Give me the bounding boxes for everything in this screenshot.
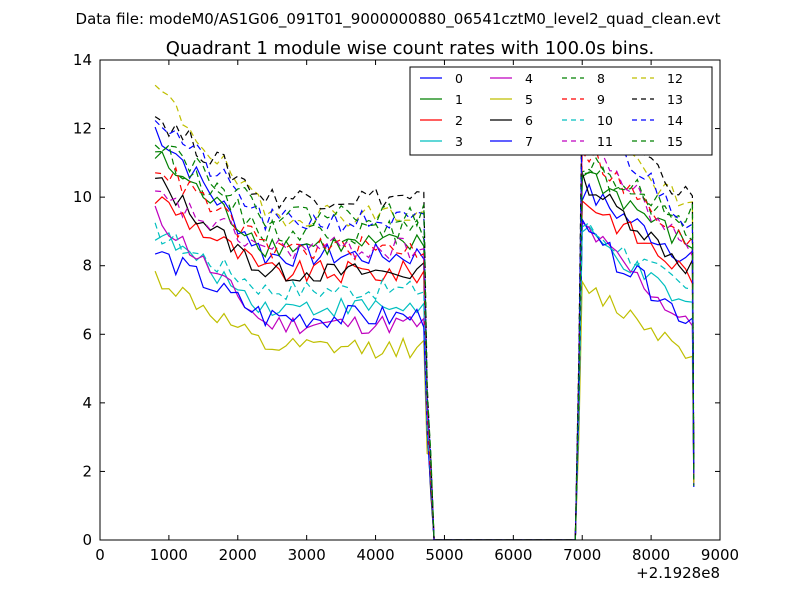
legend-label-2: 2 (455, 113, 463, 128)
y-tick-label: 6 (82, 325, 92, 343)
series-line-5 (154, 270, 695, 540)
x-tick-label: 5000 (425, 546, 463, 564)
x-tick-label: 7000 (563, 546, 601, 564)
x-tick-label: 8000 (632, 546, 670, 564)
chart-title: Quadrant 1 module wise count rates with … (166, 38, 655, 59)
legend-label-6: 6 (525, 113, 533, 128)
x-tick-label: 6000 (494, 546, 532, 564)
legend-label-8: 8 (597, 71, 605, 86)
series-line-6 (155, 172, 695, 540)
y-tick-label: 8 (82, 257, 92, 275)
series-line-14 (154, 101, 695, 540)
y-tick-label: 4 (82, 394, 92, 412)
series-line-11 (155, 133, 695, 540)
x-tick-label: 9000 (701, 546, 739, 564)
legend-label-11: 11 (597, 134, 613, 149)
series-line-9 (155, 148, 695, 540)
legend-label-12: 12 (667, 71, 683, 86)
x-tick-label: 4000 (356, 546, 394, 564)
legend-label-14: 14 (667, 113, 683, 128)
series-line-3 (154, 225, 695, 540)
legend-label-15: 15 (667, 134, 683, 149)
x-axis-offset-label: +2.1928e8 (636, 564, 720, 582)
series-line-15 (154, 144, 695, 540)
series-line-10 (154, 222, 695, 540)
legend-label-10: 10 (597, 113, 613, 128)
plot-frame (99, 59, 721, 541)
y-tick-label: 0 (82, 531, 92, 549)
x-tick-label: 0 (95, 546, 105, 564)
legend-label-0: 0 (455, 71, 463, 86)
x-axis: 0 1000 2000 3000 4000 5000 6000 7000 8000 9000 (95, 60, 739, 564)
y-tick-label: 2 (82, 462, 92, 480)
x-tick-label: 2000 (219, 546, 257, 564)
figure-suptitle: Data file: modeM0/AS1G06_091T01_90000008… (76, 10, 721, 29)
y-tick-label: 12 (73, 120, 92, 138)
legend-label-4: 4 (525, 71, 533, 86)
series-line-1 (154, 150, 695, 540)
y-tick-label: 10 (73, 188, 92, 206)
legend-label-3: 3 (455, 134, 463, 149)
legend-label-9: 9 (597, 92, 605, 107)
series-line-12 (154, 84, 695, 540)
y-tick-label: 14 (73, 51, 92, 69)
legend-frame (409, 66, 713, 156)
x-tick-label: 1000 (150, 546, 188, 564)
legend-label-13: 13 (667, 92, 683, 107)
series-line-4 (154, 205, 695, 540)
series-line-7 (154, 217, 695, 540)
series-line-0 (154, 126, 695, 540)
legend-label-5: 5 (525, 92, 533, 107)
x-tick-label: 3000 (288, 546, 326, 564)
legend-label-1: 1 (455, 92, 463, 107)
legend-label-7: 7 (525, 134, 533, 149)
